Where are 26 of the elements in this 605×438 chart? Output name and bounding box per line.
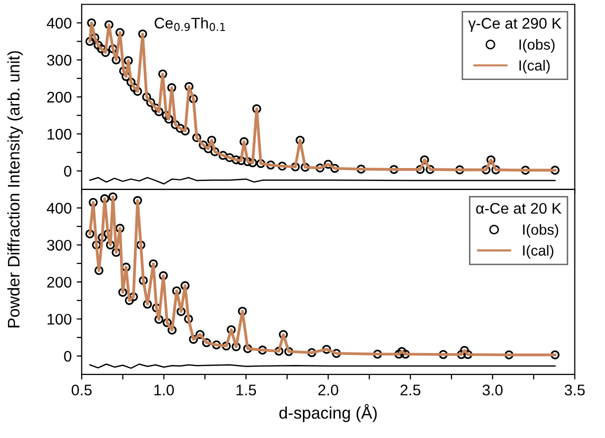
x-tick-label: 0.5 [72,384,92,396]
legend-title: α-Ce at 20 K [476,202,562,214]
x-tick-label: 1.5 [236,384,256,396]
y-tick-label: 100 [48,314,72,325]
annotation: Ce$_{0.9}$Th$_{0.1}$ [154,17,225,31]
x-tick-label: 3.5 [564,384,585,396]
y-tick-label: 200 [47,92,72,103]
legend-label: I(cal) [520,60,550,74]
legend-title: γ-Ce at 290 K [468,18,562,32]
x-tick-label: 3.0 [482,384,503,396]
y-tick-label: 0 [64,350,72,362]
x-tick-label: 2.0 [318,384,338,396]
legend-label: I(cal) [523,244,554,259]
x-tick-label: 1.0 [154,384,174,396]
y-tick-label: 300 [47,54,72,66]
legend-label: I(obs) [523,224,558,238]
y-tick-label: 300 [47,240,72,251]
y-tick-label: 100 [48,128,72,140]
y-tick-label: 0 [64,166,72,177]
y-tick-label: 400 [46,18,72,29]
y-tick-label: 400 [46,202,72,214]
y-axis-title: Powder Diffraction Intensity (arb. unit) [7,51,23,328]
y-tick-label: 200 [47,276,72,288]
legend-label: I(obs) [520,39,555,53]
x-axis-title: d-spacing (Å) [279,404,377,422]
x-tick-label: 2.5 [400,384,420,396]
